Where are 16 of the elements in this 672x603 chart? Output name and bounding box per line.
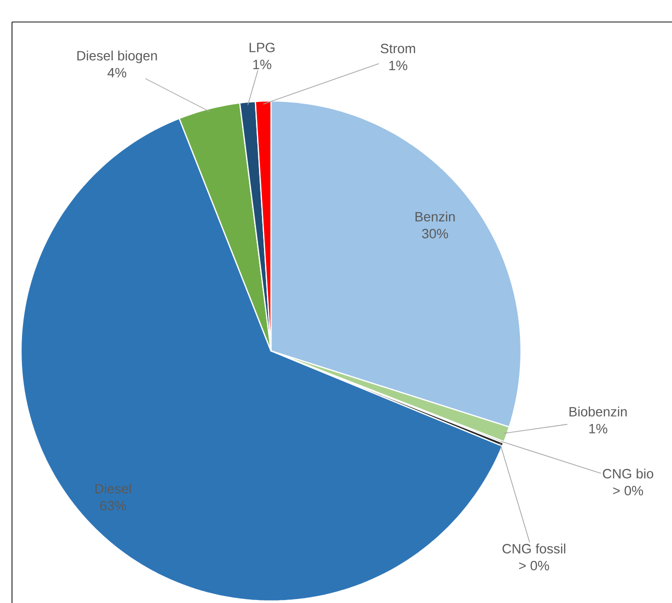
- data-label: 1%: [253, 60, 272, 70]
- slice-label: CNG bio: [602, 468, 654, 478]
- slice-label: Diesel biogen: [77, 50, 157, 64]
- slice-label: LPG: [250, 42, 274, 52]
- slice-label: Biobenzin: [570, 406, 627, 416]
- slice-label: CNG fossil: [502, 544, 566, 554]
- data-label: > 0%: [519, 560, 550, 570]
- data-label: 1%: [589, 424, 608, 434]
- slice-label: Diesel: [95, 484, 131, 494]
- slice-label: Strom: [380, 44, 416, 54]
- data-label: 63%: [100, 500, 126, 510]
- data-label: 4%: [108, 68, 126, 78]
- data-label: 30%: [422, 228, 448, 238]
- slice-label: Benzin: [416, 212, 455, 222]
- data-label: 1%: [389, 60, 408, 70]
- data-label: > 0%: [613, 486, 644, 496]
